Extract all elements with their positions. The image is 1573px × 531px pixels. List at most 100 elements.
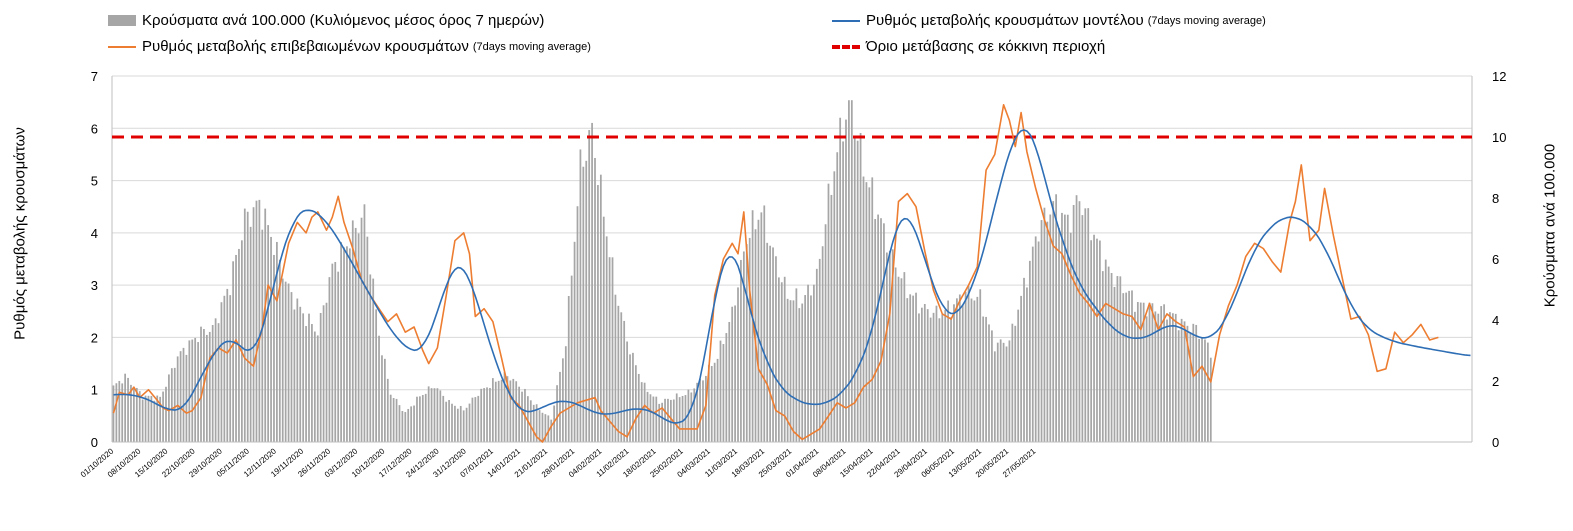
bar [445, 401, 448, 442]
bar [331, 263, 334, 442]
bar [742, 251, 745, 442]
bar [579, 149, 582, 442]
y-right-tick-label: 6 [1492, 252, 1499, 267]
bar [144, 395, 147, 442]
bar [153, 400, 156, 442]
bar [1157, 313, 1160, 442]
bar [731, 306, 734, 442]
bar [188, 340, 191, 442]
bar [313, 331, 316, 442]
bar [923, 304, 926, 442]
bar [868, 187, 871, 442]
bar [1023, 277, 1025, 442]
bar [346, 246, 348, 442]
bar [1081, 215, 1084, 442]
bar [1002, 342, 1005, 442]
bar [360, 217, 363, 442]
bar [582, 166, 585, 442]
bar [1084, 208, 1087, 442]
confirmed-rate-line [112, 104, 1439, 443]
bar [707, 364, 710, 442]
bar [191, 339, 194, 442]
bar [562, 358, 564, 442]
bar [465, 407, 468, 442]
bar [792, 300, 795, 442]
bar [305, 326, 307, 442]
bar [941, 313, 944, 442]
bar [232, 261, 234, 442]
bar [1183, 321, 1186, 442]
bar [500, 379, 503, 442]
bar [276, 241, 278, 442]
bar [1028, 260, 1031, 442]
bar [127, 377, 129, 442]
bar [436, 388, 439, 442]
bar [243, 208, 246, 442]
bar [439, 390, 442, 442]
bar [343, 247, 345, 442]
bar [205, 334, 208, 442]
bar [661, 402, 664, 442]
bar [1046, 221, 1049, 442]
bar [900, 278, 903, 442]
bar [597, 185, 599, 442]
bar [392, 398, 395, 442]
y-left-tick-label: 0 [91, 435, 98, 450]
bar [302, 313, 305, 442]
bar [670, 399, 672, 442]
bar [378, 335, 380, 442]
bar [252, 207, 255, 442]
bar [553, 405, 556, 442]
bar [894, 267, 897, 442]
bar [1142, 302, 1145, 442]
bar [474, 397, 477, 442]
bar [1017, 309, 1020, 442]
legend-swatch-bars [108, 15, 136, 26]
bar [865, 182, 868, 442]
bar [807, 284, 809, 442]
bar [381, 355, 383, 442]
bar [675, 393, 678, 442]
bar [521, 391, 523, 442]
bar [168, 374, 170, 442]
bar [883, 223, 885, 442]
legend-item-cases: Κρούσματα ανά 100.000 (Κυλιόμενος μέσος … [108, 12, 544, 29]
bar [929, 317, 932, 442]
bar [620, 312, 623, 442]
legend: Κρούσματα ανά 100.000 (Κυλιόμενος μέσος … [0, 0, 1573, 70]
legend-swatch-confirmed [108, 45, 136, 48]
bar [614, 294, 617, 442]
bar [804, 295, 807, 442]
bar [366, 236, 369, 442]
bar [1207, 342, 1209, 442]
bar [544, 414, 547, 442]
bar [133, 387, 135, 442]
bar [1148, 302, 1151, 442]
bar [649, 394, 652, 442]
y-right-tick-label: 2 [1492, 374, 1499, 389]
bar [763, 205, 766, 442]
legend-label-model: Ρυθμός μεταβολής κρουσμάτων μοντέλου [866, 12, 1144, 29]
bar [150, 395, 153, 442]
bar [605, 236, 608, 442]
bar [1075, 195, 1078, 442]
bar [795, 288, 798, 442]
bar [185, 354, 188, 442]
bar [1116, 276, 1119, 442]
bar [1061, 212, 1063, 442]
bar [477, 395, 480, 442]
bar [920, 307, 923, 442]
bar [734, 305, 736, 442]
bar [880, 218, 882, 442]
legend-label-model-note: (7days moving average) [1147, 14, 1266, 27]
bar [410, 406, 413, 442]
bar [976, 296, 979, 442]
bar [1145, 316, 1148, 442]
bar [1186, 325, 1189, 442]
bar [214, 318, 217, 442]
bar [632, 352, 634, 442]
bar [912, 295, 914, 442]
bar [856, 140, 859, 443]
bar [970, 298, 973, 442]
